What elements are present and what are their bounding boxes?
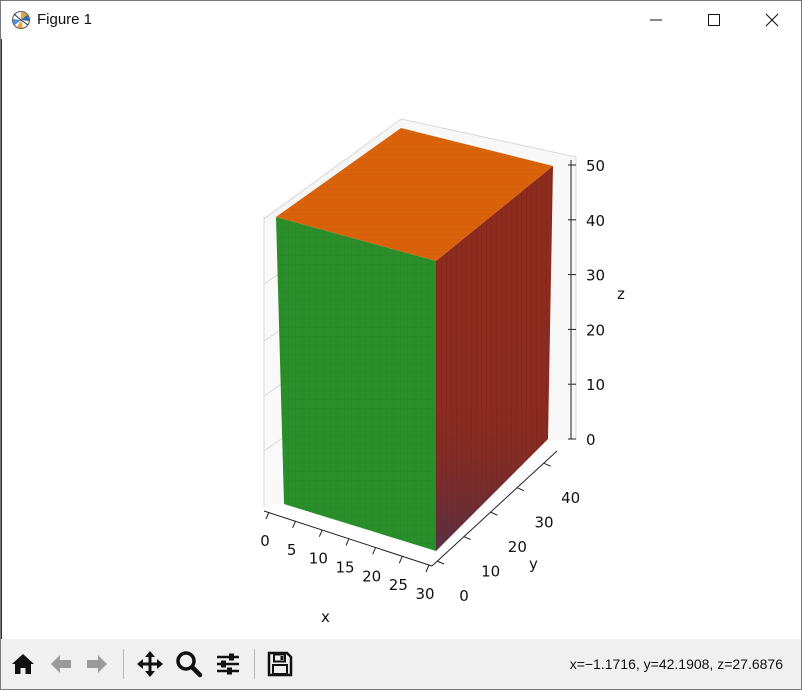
x-tick [398,555,403,564]
x-tick-label: 20 [362,567,381,585]
minimize-button[interactable] [627,1,685,39]
gridline [263,118,402,220]
x-axis-label: x [321,608,330,626]
z-tick-label: 10 [586,376,605,394]
save-button[interactable] [264,647,296,681]
x-tick [292,520,297,529]
window-edge [1,39,2,639]
x-tick-label: 25 [389,576,408,594]
save-icon [267,651,293,677]
y-tick [463,536,471,541]
x-tick-label: 10 [309,550,328,568]
front-face [276,217,436,551]
x-tick [265,511,270,520]
navigation-toolbar: x=−1.1716, y=42.1908, z=27.6876 [1,639,801,689]
tick-marks [265,164,576,573]
axis-lines [263,160,572,567]
x-tick [372,547,377,555]
title-bar: Figure 1 [1,1,801,39]
x-tick [318,529,323,537]
configure-subplots-button[interactable] [212,647,244,681]
figure-canvas[interactable]: 0 5 10 15 20 25 30 0 10 20 30 40 0 10 20 30 40 50 x y z [1,39,801,639]
y-tick-label: 10 [481,563,500,581]
y-axis-label: y [529,555,538,573]
x-tick-label: 30 [415,585,434,603]
z-tick-label: 30 [586,267,605,285]
maximize-button[interactable] [685,1,743,39]
top-face [276,128,553,261]
z-axis-label: z [617,285,625,303]
x-tick-label: 15 [335,559,354,577]
x-tick-label: 0 [260,532,270,550]
y-tick [543,462,551,467]
gridline [400,118,577,158]
z-tick-label: 40 [586,212,605,230]
x-axis-line [263,510,433,567]
surface-box [276,128,553,551]
close-button[interactable] [743,1,801,39]
y-axis-line [431,450,558,567]
y-tick [436,560,445,565]
y-tick [516,487,525,492]
y-tick-label: 20 [508,538,527,556]
pan-button[interactable] [134,647,166,681]
z-tick-label: 0 [586,431,596,449]
x-tick [345,538,350,546]
pan-icon [137,651,163,677]
home-button[interactable] [7,647,39,681]
y-tick-label: 30 [534,514,553,532]
zoom-button[interactable] [173,647,205,681]
forward-arrow-icon [87,655,107,673]
forward-button[interactable] [81,647,113,681]
cursor-coordinates: x=−1.1716, y=42.1908, z=27.6876 [569,656,783,672]
x-tick-label: 5 [287,541,297,559]
y-tick-label: 40 [561,489,580,507]
y-tick-label: 0 [459,587,469,605]
zoom-icon [176,651,203,678]
toolbar-separator [254,649,255,679]
y-tick [490,511,498,516]
back-arrow-icon [51,655,71,673]
x-tick [425,564,430,573]
configure-subplots-icon [217,653,239,675]
minimize-icon [650,19,662,21]
side-face-shade [436,166,553,551]
z-tick-label: 50 [586,157,605,175]
home-icon [12,654,34,674]
close-icon [765,13,779,27]
matplotlib-logo-icon [11,10,31,30]
z-tick-label: 20 [586,321,605,339]
toolbar-separator [123,649,124,679]
maximize-icon [708,14,720,26]
back-button[interactable] [45,647,77,681]
window-title: Figure 1 [37,11,93,28]
